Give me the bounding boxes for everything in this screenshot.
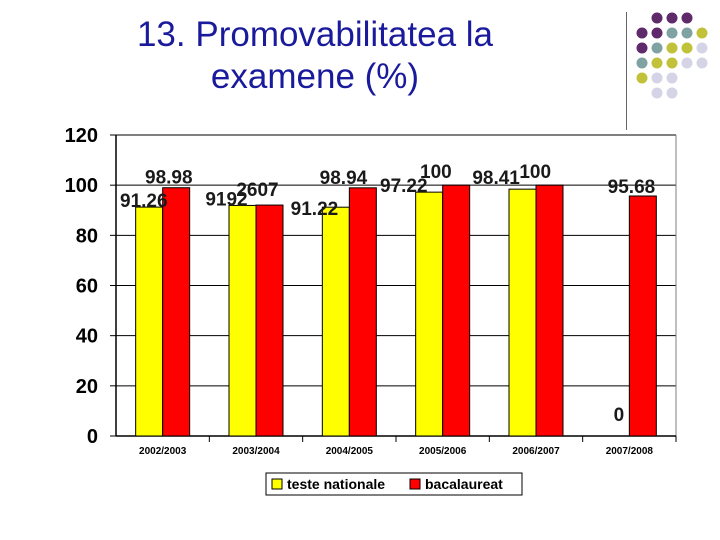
slide-title-line1: 13. Promovabilitatea la xyxy=(136,15,494,54)
bar-bacalaureat xyxy=(442,184,471,437)
decorative-dot xyxy=(666,42,678,54)
decorative-dot xyxy=(666,72,678,84)
decorative-dot xyxy=(666,57,678,69)
x-category-label: 2006/2007 xyxy=(512,446,560,457)
legend-swatch-bacalaureat xyxy=(409,478,421,490)
decorative-dot xyxy=(636,27,648,39)
decorative-dot xyxy=(651,72,663,84)
y-tick-label: 20 xyxy=(76,376,98,398)
data-label-teste-nationale: 9192 xyxy=(205,189,247,210)
data-label-bacalaureat: 100 xyxy=(519,162,551,183)
decorative-dot xyxy=(651,12,663,24)
data-label-teste-nationale: 98.41 xyxy=(472,168,520,189)
decorative-dot xyxy=(636,57,648,69)
y-tick-label: 80 xyxy=(76,225,98,247)
bar-bacalaureat xyxy=(162,187,191,437)
decorative-dot xyxy=(681,57,693,69)
data-label-bacalaureat: 95.68 xyxy=(608,177,656,198)
bar-teste-nationale xyxy=(415,191,444,437)
legend-swatch-teste-nationale xyxy=(271,478,283,490)
bar-teste-nationale xyxy=(321,206,350,437)
decorative-dot xyxy=(636,42,648,54)
data-label-bacalaureat: 98.94 xyxy=(320,168,368,189)
data-label-teste-nationale: 91.22 xyxy=(291,199,339,220)
data-label-teste-nationale: 0 xyxy=(614,405,625,426)
decorative-dot xyxy=(651,87,663,99)
y-tick-label: 0 xyxy=(87,426,98,448)
y-tick-label: 40 xyxy=(76,326,98,348)
legend-box xyxy=(265,472,523,496)
decorative-dot-grid xyxy=(636,12,708,99)
legend: teste nationale bacalaureat xyxy=(265,472,523,496)
bar-teste-nationale xyxy=(135,206,164,437)
legend-label-teste-nationale: teste nationale xyxy=(287,476,385,492)
decorative-dot xyxy=(651,27,663,39)
legend-label-bacalaureat: bacalaureat xyxy=(425,476,503,492)
bar-bacalaureat xyxy=(535,184,564,437)
decorative-dot xyxy=(636,72,648,84)
x-category-label: 2004/2005 xyxy=(326,446,374,457)
y-tick-label: 60 xyxy=(76,276,98,298)
data-label-bacalaureat: 100 xyxy=(420,162,452,183)
decorative-divider xyxy=(626,12,627,130)
decorative-dot xyxy=(666,27,678,39)
decorative-dot xyxy=(666,87,678,99)
decorative-dot xyxy=(651,42,663,54)
data-label-bacalaureat: 98.98 xyxy=(145,168,193,189)
x-category-label: 2002/2003 xyxy=(139,446,187,457)
slide-title-line2: examene (%) xyxy=(210,57,420,96)
decorative-dot xyxy=(651,57,663,69)
data-label-teste-nationale: 97.22 xyxy=(380,176,428,197)
decorative-dot xyxy=(696,42,708,54)
data-label-bacalaureat: 2607 xyxy=(236,180,278,201)
decorative-dot xyxy=(696,57,708,69)
bar-bacalaureat xyxy=(255,204,284,437)
slide-title: 13. Promovabilitatea la examene (%) xyxy=(60,14,570,98)
bar-teste-nationale xyxy=(228,204,257,437)
decorative-dot xyxy=(666,12,678,24)
decorative-dot xyxy=(681,42,693,54)
decorative-dot xyxy=(681,12,693,24)
y-tick-label: 120 xyxy=(65,125,98,147)
data-label-teste-nationale: 91.26 xyxy=(120,191,168,212)
y-tick-label: 100 xyxy=(65,175,98,197)
bar-bacalaureat xyxy=(628,195,657,437)
decorative-dot xyxy=(696,27,708,39)
x-category-label: 2003/2004 xyxy=(232,446,280,457)
x-category-label: 2007/2008 xyxy=(606,446,654,457)
bar-bacalaureat xyxy=(348,187,377,437)
x-category-label: 2005/2006 xyxy=(419,446,467,457)
decorative-dot xyxy=(681,27,693,39)
bar-teste-nationale xyxy=(508,188,537,437)
